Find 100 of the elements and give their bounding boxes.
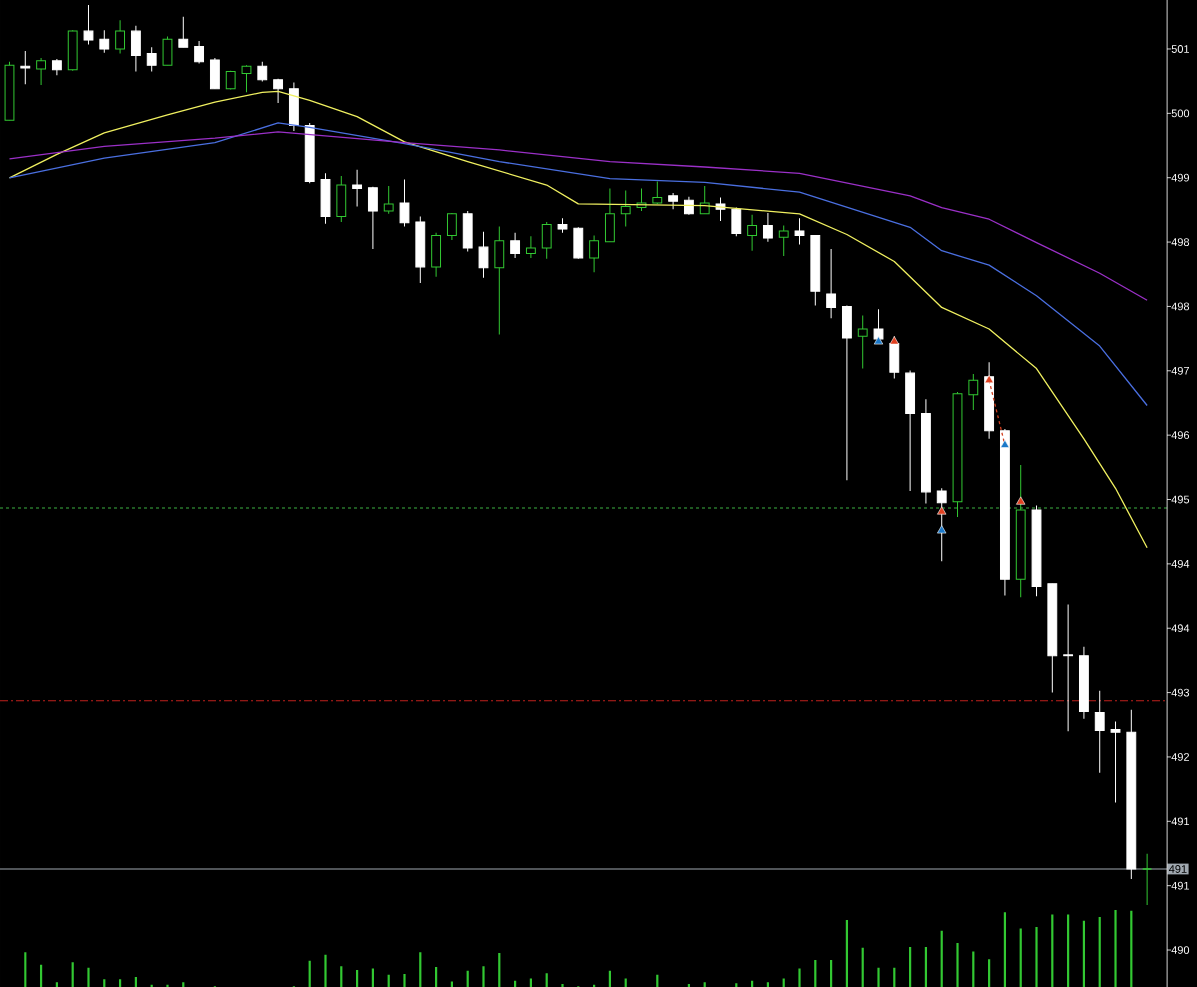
bar	[1130, 910, 1133, 987]
point	[889, 336, 899, 345]
bar	[988, 959, 991, 987]
text: 491	[1171, 881, 1190, 890]
text: 490	[1171, 946, 1190, 954]
bar	[1067, 914, 1070, 987]
bar	[356, 970, 359, 987]
bar	[735, 983, 738, 987]
bar	[87, 967, 90, 987]
candlestick	[1110, 720, 1121, 803]
bar	[893, 967, 896, 987]
bar	[1082, 920, 1086, 987]
text: 498	[1171, 302, 1190, 311]
point	[937, 506, 947, 515]
text: 495	[1171, 495, 1190, 504]
bar	[308, 960, 311, 987]
candlestick	[699, 185, 710, 215]
candlestick	[826, 248, 837, 319]
text: 494	[1171, 559, 1190, 568]
bar	[498, 953, 501, 987]
candlestick	[1094, 690, 1105, 774]
bar	[419, 952, 422, 987]
candlestick	[273, 78, 284, 104]
candlestick	[1141, 853, 1153, 906]
bar	[766, 982, 770, 987]
text: 493	[1171, 688, 1190, 697]
bar	[71, 962, 74, 987]
text: 496	[1171, 431, 1190, 440]
candlestick	[794, 217, 805, 245]
candlestick	[968, 373, 979, 411]
point	[1000, 439, 1010, 448]
candlestick	[352, 169, 363, 208]
bar	[956, 943, 959, 987]
candlestick	[747, 214, 758, 252]
bar	[1019, 928, 1022, 987]
text: 500	[1171, 109, 1190, 118]
candlestick	[446, 212, 457, 241]
bar	[482, 966, 485, 987]
candlestick	[668, 192, 679, 210]
bar	[166, 984, 169, 987]
bar	[814, 960, 817, 987]
candlestick	[146, 46, 157, 73]
candlestick	[194, 40, 205, 65]
bar	[845, 920, 849, 987]
candlestick	[367, 186, 378, 250]
bar	[403, 973, 406, 987]
point	[873, 336, 884, 345]
bar	[340, 966, 343, 987]
bar	[940, 930, 943, 987]
text: 497	[1171, 366, 1190, 375]
candlestick	[399, 179, 410, 227]
bar	[1003, 912, 1007, 987]
bar	[972, 951, 975, 987]
candlestick	[36, 57, 47, 86]
bar	[1114, 909, 1117, 987]
bar	[877, 967, 880, 987]
candlestick	[478, 231, 489, 279]
text: 499	[1171, 173, 1190, 182]
text: 494	[1171, 624, 1190, 633]
candlestick	[241, 64, 252, 93]
text: 501	[1171, 45, 1190, 53]
candlestick	[99, 29, 110, 54]
candlestick	[178, 16, 189, 48]
bar	[103, 979, 106, 987]
annotation: 491	[1168, 865, 1187, 873]
bar	[324, 954, 327, 987]
point	[1016, 496, 1026, 505]
candlestick	[936, 487, 947, 562]
bar	[909, 946, 912, 987]
bar	[798, 968, 801, 987]
candlestick	[1063, 603, 1074, 732]
candlestick	[778, 225, 789, 257]
bar	[39, 964, 43, 987]
text: 492	[1171, 753, 1190, 761]
bar	[924, 946, 928, 987]
bar	[435, 966, 438, 987]
bar	[830, 960, 833, 987]
candlestick	[652, 180, 663, 205]
candlestick	[257, 61, 268, 83]
candlestick	[20, 50, 31, 85]
candlestick	[762, 212, 773, 243]
candlestick	[383, 185, 394, 215]
candlestick	[589, 234, 600, 273]
candlestick	[115, 19, 126, 55]
candlestick	[620, 189, 631, 227]
candlestick	[541, 221, 552, 260]
bar	[1098, 916, 1101, 987]
bar	[1051, 914, 1054, 987]
bar	[118, 979, 122, 987]
bar	[545, 973, 548, 987]
point	[984, 375, 994, 384]
bar	[561, 983, 564, 987]
text: 491	[1171, 817, 1190, 826]
candlestick	[857, 315, 868, 370]
bar	[703, 982, 706, 987]
candlestick	[525, 235, 536, 259]
bar	[182, 982, 185, 987]
text: 498	[1171, 238, 1190, 246]
candlestick	[510, 232, 521, 259]
point	[937, 525, 947, 534]
